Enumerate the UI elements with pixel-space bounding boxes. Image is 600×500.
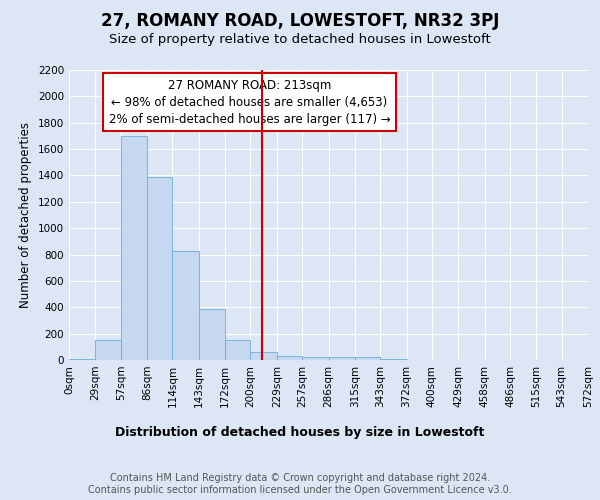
- Bar: [121, 136, 147, 360]
- Text: Size of property relative to detached houses in Lowestoft: Size of property relative to detached ho…: [109, 33, 491, 46]
- Bar: [147, 177, 172, 360]
- Bar: [380, 358, 407, 360]
- Bar: [172, 250, 199, 360]
- Text: 27, ROMANY ROAD, LOWESTOFT, NR32 3PJ: 27, ROMANY ROAD, LOWESTOFT, NR32 3PJ: [101, 12, 499, 30]
- Bar: [199, 308, 225, 360]
- Text: 27 ROMANY ROAD: 213sqm
← 98% of detached houses are smaller (4,653)
2% of semi-d: 27 ROMANY ROAD: 213sqm ← 98% of detached…: [109, 78, 391, 126]
- Bar: [277, 356, 302, 360]
- Bar: [355, 358, 380, 360]
- Bar: [69, 358, 95, 360]
- Text: Contains HM Land Registry data © Crown copyright and database right 2024.
Contai: Contains HM Land Registry data © Crown c…: [88, 474, 512, 495]
- Bar: [95, 340, 121, 360]
- Bar: [329, 356, 355, 360]
- Text: Distribution of detached houses by size in Lowestoft: Distribution of detached houses by size …: [115, 426, 485, 439]
- Bar: [250, 352, 277, 360]
- Bar: [225, 340, 250, 360]
- Y-axis label: Number of detached properties: Number of detached properties: [19, 122, 32, 308]
- Bar: [302, 356, 329, 360]
